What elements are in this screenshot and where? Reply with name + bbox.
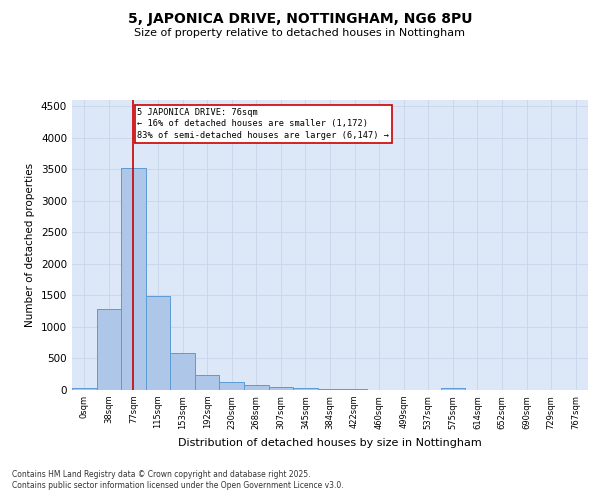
- Bar: [121, 168, 146, 390]
- Text: 5 JAPONICA DRIVE: 76sqm
← 16% of detached houses are smaller (1,172)
83% of semi: 5 JAPONICA DRIVE: 76sqm ← 16% of detache…: [137, 108, 389, 140]
- Bar: [195, 375, 220, 390]
- Bar: [318, 388, 342, 390]
- Bar: [342, 389, 367, 390]
- Text: Size of property relative to detached houses in Nottingham: Size of property relative to detached ho…: [134, 28, 466, 38]
- Bar: [220, 382, 244, 390]
- Text: Contains public sector information licensed under the Open Government Licence v3: Contains public sector information licen…: [12, 481, 344, 490]
- Bar: [293, 388, 318, 390]
- Text: Distribution of detached houses by size in Nottingham: Distribution of detached houses by size …: [178, 438, 482, 448]
- Bar: [269, 387, 293, 390]
- Text: 5, JAPONICA DRIVE, NOTTINGHAM, NG6 8PU: 5, JAPONICA DRIVE, NOTTINGHAM, NG6 8PU: [128, 12, 472, 26]
- Y-axis label: Number of detached properties: Number of detached properties: [25, 163, 35, 327]
- Bar: [72, 388, 97, 390]
- Bar: [97, 310, 121, 390]
- Bar: [170, 353, 195, 390]
- Bar: [440, 388, 465, 390]
- Text: Contains HM Land Registry data © Crown copyright and database right 2025.: Contains HM Land Registry data © Crown c…: [12, 470, 311, 479]
- Bar: [244, 385, 269, 390]
- Bar: [146, 296, 170, 390]
